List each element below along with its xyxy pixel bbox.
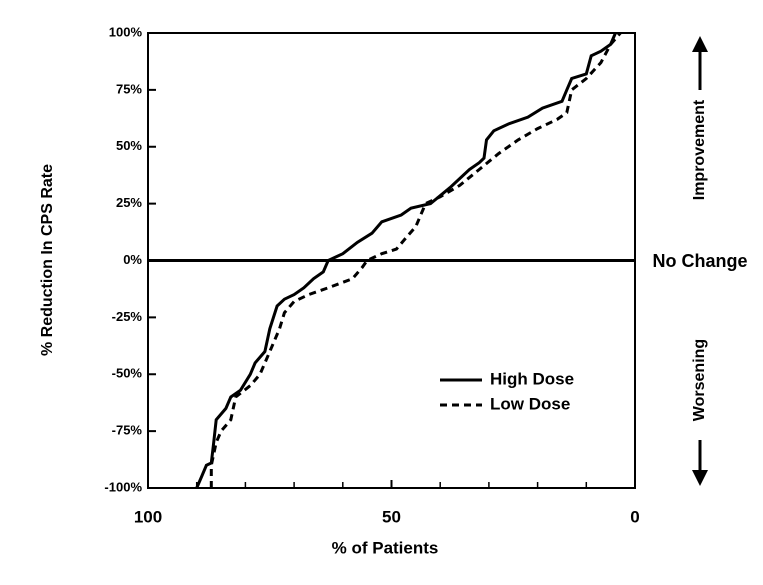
y-tick-label: 100% [109,24,143,39]
line [195,32,617,489]
x-axis-label: % of Patients [332,538,439,557]
annotation: No Change [652,251,747,271]
y-tick-label: 50% [116,138,142,153]
x-tick-label: 100 [134,507,162,526]
x-tick-label: 0 [630,507,639,526]
y-axis-label: % Reduction In CPS Rate [39,164,56,356]
y-tick-label: 25% [116,195,142,210]
legend-label: High Dose [490,369,574,388]
annotation: Worsening [691,339,708,421]
legend-label: Low Dose [490,394,570,413]
x-tick-label: 50 [382,507,401,526]
annotation: Improvement [691,99,708,200]
y-tick-label: -100% [104,479,142,494]
y-tick-label: 75% [116,81,142,96]
arrows [692,36,708,486]
y-tick-label: -50% [112,366,143,381]
y-tick-label: 0% [123,252,142,267]
y-tick-label: -75% [112,423,143,438]
line [209,32,622,488]
y-tick-label: -25% [112,309,143,324]
